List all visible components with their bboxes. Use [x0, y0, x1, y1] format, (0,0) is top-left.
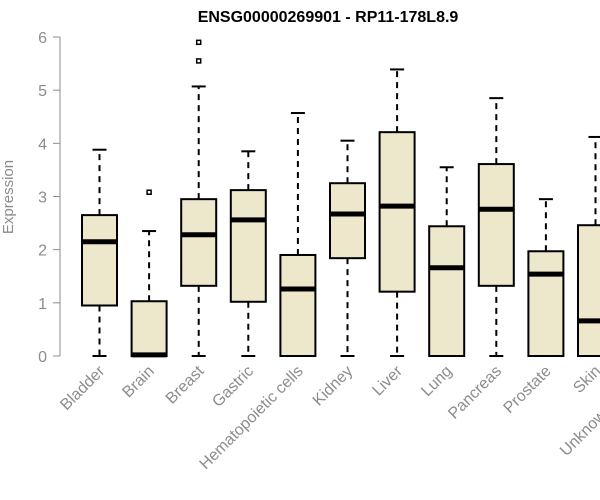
box-breast: [180, 39, 218, 357]
y-tick-label: 4: [38, 136, 47, 153]
x-tick-label: Lung: [418, 363, 455, 400]
y-tick-label: 6: [38, 30, 47, 47]
outlier-point: [146, 189, 152, 195]
y-tick-label: 2: [38, 243, 47, 260]
iqr-box: [577, 224, 600, 357]
x-tick-label: Brain: [119, 363, 157, 401]
box-pancreas: [477, 97, 515, 357]
iqr-box: [180, 198, 218, 287]
box-bladder: [81, 148, 118, 357]
outlier-point: [195, 58, 202, 64]
y-tick-label: 1: [38, 296, 47, 313]
x-tick-label: Kidney: [310, 363, 357, 410]
x-tick-label: Bladder: [57, 362, 108, 413]
iqr-box: [329, 182, 366, 260]
iqr-box: [428, 225, 466, 357]
y-axis: 0 1 2 3 4 5 6: [38, 30, 61, 366]
y-tick-label: 5: [38, 83, 47, 100]
iqr-box: [477, 163, 515, 287]
y-axis-label: Expression: [0, 160, 17, 234]
x-tick-label: Gastric: [209, 363, 257, 411]
box-kidney: [329, 139, 366, 357]
box-prostate: [527, 198, 565, 358]
box-lung: [428, 166, 466, 357]
iqr-box: [279, 253, 317, 358]
iqr-box: [527, 250, 565, 358]
box-liver: [378, 68, 416, 357]
iqr-box: [229, 189, 267, 303]
x-tick-label: Liver: [369, 362, 406, 399]
iqr-box: [81, 214, 118, 307]
y-tick-label: 0: [38, 349, 47, 366]
x-tick-label: Prostate: [501, 363, 555, 417]
box-gastric: [229, 150, 267, 357]
box-brain: [130, 189, 168, 358]
box-skin: [577, 135, 600, 357]
iqr-box: [130, 300, 168, 358]
x-tick-label: Breast: [163, 362, 208, 407]
box-hematopoietic-cells: [279, 112, 317, 358]
y-tick-label: 3: [38, 190, 47, 207]
outlier-point: [195, 39, 202, 46]
x-tick-label: Skin: [570, 363, 600, 397]
iqr-box: [378, 131, 416, 293]
boxes-layer: [81, 39, 600, 358]
chart-title: ENSG00000269901 - RP11-178L8.9: [198, 9, 459, 26]
x-tick-label: Pancreas: [445, 363, 505, 423]
